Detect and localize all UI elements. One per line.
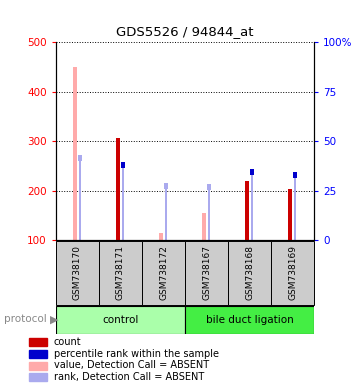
FancyBboxPatch shape xyxy=(186,306,314,333)
Text: bile duct ligation: bile duct ligation xyxy=(206,314,293,325)
Title: GDS5526 / 94844_at: GDS5526 / 94844_at xyxy=(116,25,254,38)
Text: control: control xyxy=(102,314,139,325)
FancyBboxPatch shape xyxy=(56,306,184,333)
Bar xyxy=(245,181,249,240)
Text: value, Detection Call = ABSENT: value, Detection Call = ABSENT xyxy=(54,361,209,371)
Text: percentile rank within the sample: percentile rank within the sample xyxy=(54,349,219,359)
Bar xyxy=(164,183,168,189)
Text: GSM738168: GSM738168 xyxy=(245,245,254,300)
Bar xyxy=(202,213,206,240)
Text: GSM738171: GSM738171 xyxy=(116,245,125,300)
Text: ▶: ▶ xyxy=(50,314,58,324)
Bar xyxy=(116,137,120,240)
Bar xyxy=(293,172,297,178)
Bar xyxy=(251,172,253,240)
Bar xyxy=(29,373,47,381)
Bar xyxy=(159,233,163,240)
Bar xyxy=(73,67,77,240)
Bar xyxy=(250,169,254,175)
Text: GSM738167: GSM738167 xyxy=(202,245,211,300)
Bar xyxy=(78,156,82,161)
FancyBboxPatch shape xyxy=(56,241,99,305)
Bar xyxy=(208,187,210,240)
FancyBboxPatch shape xyxy=(99,241,142,305)
Text: count: count xyxy=(54,337,82,347)
Text: GSM738172: GSM738172 xyxy=(159,245,168,300)
Bar xyxy=(79,159,81,240)
Bar xyxy=(207,184,211,190)
Bar xyxy=(29,350,47,358)
Bar xyxy=(29,362,47,370)
FancyBboxPatch shape xyxy=(229,241,271,305)
Bar xyxy=(122,165,124,240)
Text: GSM738170: GSM738170 xyxy=(73,245,82,300)
Text: protocol: protocol xyxy=(4,314,46,324)
Bar xyxy=(288,189,292,240)
Bar xyxy=(121,162,125,168)
FancyBboxPatch shape xyxy=(143,241,184,305)
Text: rank, Detection Call = ABSENT: rank, Detection Call = ABSENT xyxy=(54,372,204,382)
Bar xyxy=(165,186,168,240)
FancyBboxPatch shape xyxy=(186,241,227,305)
Bar xyxy=(29,338,47,346)
FancyBboxPatch shape xyxy=(271,241,314,305)
Bar xyxy=(294,175,296,240)
Text: GSM738169: GSM738169 xyxy=(288,245,297,300)
